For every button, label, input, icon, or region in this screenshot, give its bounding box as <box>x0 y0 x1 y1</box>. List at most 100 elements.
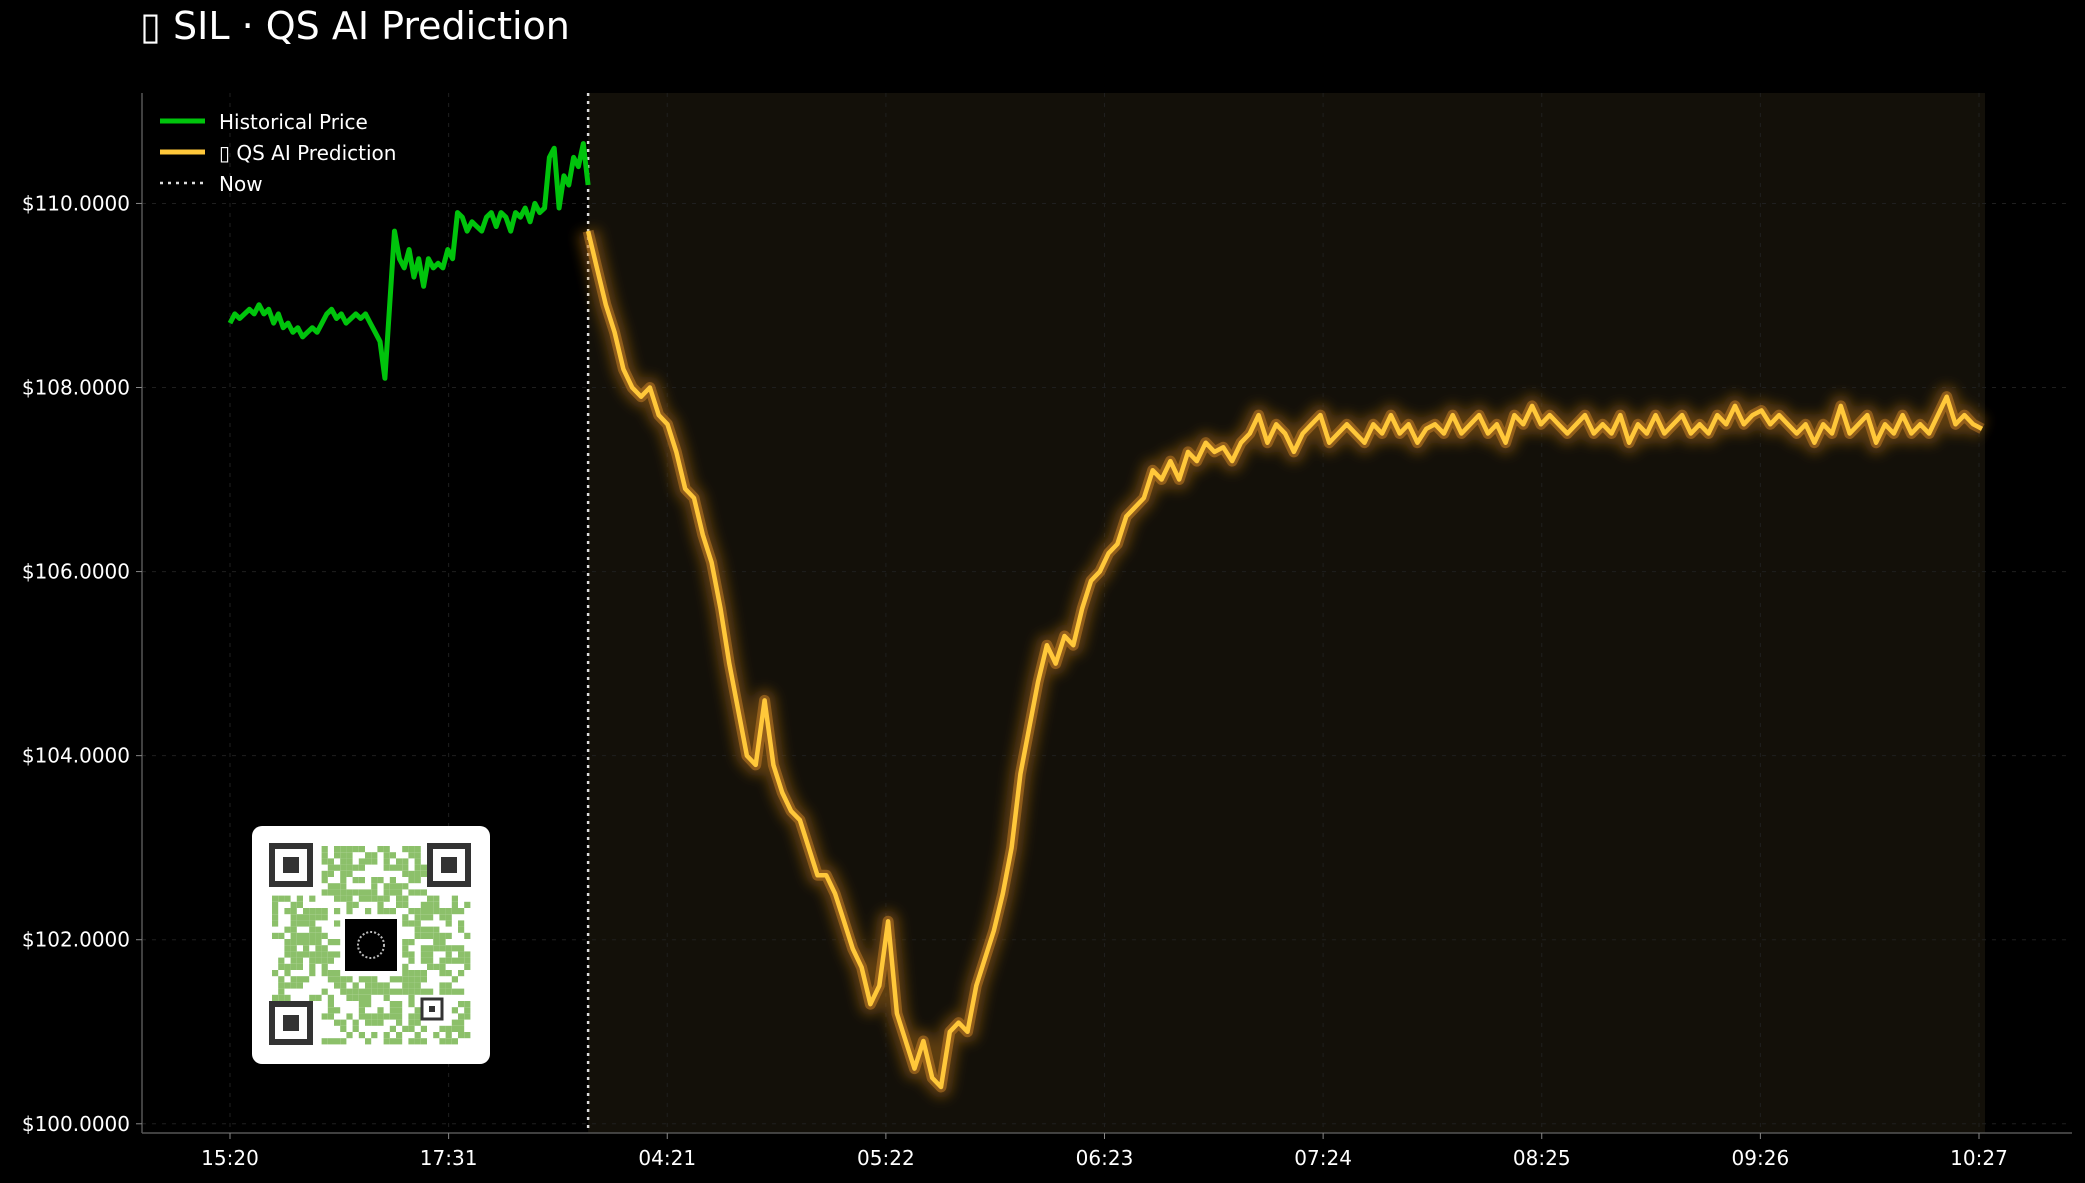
qr-module <box>389 889 396 896</box>
qr-module <box>303 932 310 939</box>
qr-module <box>427 901 434 908</box>
qr-module <box>371 982 378 989</box>
qr-module <box>420 889 427 896</box>
qr-module <box>402 846 409 853</box>
qr-module <box>278 895 285 902</box>
qr-module <box>327 1013 334 1020</box>
qr-module <box>458 945 465 952</box>
qr-module <box>383 895 390 902</box>
qr-module <box>272 920 279 927</box>
qr-module <box>408 939 415 946</box>
qr-module <box>284 951 291 958</box>
qr-module <box>408 920 415 927</box>
qr-module <box>408 870 415 877</box>
qr-module <box>334 908 341 915</box>
qr-module <box>445 932 452 939</box>
qr-module <box>321 877 328 884</box>
qr-module <box>402 970 409 977</box>
qr-module <box>321 852 328 859</box>
qr-module <box>290 926 297 933</box>
qr-module <box>383 982 390 989</box>
qr-module <box>402 864 409 871</box>
qr-module <box>458 926 465 933</box>
qr-module <box>420 951 427 958</box>
qr-module <box>377 846 384 853</box>
qr-module <box>334 852 341 859</box>
qr-module <box>309 963 316 970</box>
qr-module <box>346 994 353 1001</box>
qr-module <box>340 988 347 995</box>
qr-module <box>365 895 372 902</box>
qr-module <box>290 951 297 958</box>
qr-module <box>365 889 372 896</box>
qr-module <box>278 994 285 1001</box>
qr-module <box>396 895 403 902</box>
qr-module <box>451 901 458 908</box>
qr-module <box>309 951 316 958</box>
qr-module <box>327 994 334 1001</box>
qr-module <box>445 1025 452 1032</box>
legend-prediction-label: ▯ QS AI Prediction <box>219 141 396 165</box>
qr-module <box>278 932 285 939</box>
qr-module <box>433 945 440 952</box>
qr-module <box>420 970 427 977</box>
qr-module <box>389 877 396 884</box>
qr-module <box>340 1025 347 1032</box>
qr-module <box>352 889 359 896</box>
x-tick-label: 10:27 <box>1950 1146 2008 1170</box>
qr-module <box>371 988 378 995</box>
qr-module <box>309 932 316 939</box>
qr-module <box>389 1007 396 1014</box>
qr-module <box>272 932 279 939</box>
qr-module <box>358 858 365 865</box>
qr-module <box>389 908 396 915</box>
qr-module <box>334 982 341 989</box>
qr-module <box>433 901 440 908</box>
qr-module <box>414 970 421 977</box>
qr-module <box>365 988 372 995</box>
x-tick-label: 15:20 <box>201 1146 259 1170</box>
qr-module <box>303 920 310 927</box>
qr-module <box>396 1038 403 1045</box>
qr-module <box>420 932 427 939</box>
qr-module <box>451 988 458 995</box>
qr-module <box>458 1013 465 1020</box>
qr-module <box>321 858 328 865</box>
x-tick-label: 07:24 <box>1294 1146 1352 1170</box>
qr-module <box>377 988 384 995</box>
qr-module <box>383 908 390 915</box>
qr-module <box>296 951 303 958</box>
qr-module <box>290 939 297 946</box>
qr-module <box>340 895 347 902</box>
qr-module <box>420 976 427 983</box>
qr-module <box>433 932 440 939</box>
qr-module <box>464 901 471 908</box>
qr-module <box>371 858 378 865</box>
qr-module <box>315 926 322 933</box>
qr-module <box>346 858 353 865</box>
qr-module <box>396 901 403 908</box>
qr-module <box>346 988 353 995</box>
qr-module <box>352 988 359 995</box>
qr-module <box>439 945 446 952</box>
x-tick-label: 04:21 <box>638 1146 696 1170</box>
qr-module <box>420 914 427 921</box>
qr-module <box>383 889 390 896</box>
qr-module <box>383 846 390 853</box>
qr-finder-bottom-left <box>269 1001 313 1045</box>
x-tick-labels: 15:20 17:31 04:21 05:22 06:23 07:24 08:25 09:26… <box>201 1133 2008 1170</box>
qr-module <box>365 858 372 865</box>
qr-module <box>334 970 341 977</box>
qr-module <box>408 1019 415 1026</box>
qr-module <box>334 920 341 927</box>
qr-code[interactable] <box>252 826 490 1064</box>
qr-module <box>420 1025 427 1032</box>
qr-module <box>451 945 458 952</box>
qr-module <box>402 982 409 989</box>
qr-module <box>464 951 471 958</box>
qr-module <box>365 1001 372 1008</box>
qr-module <box>272 901 279 908</box>
qr-module <box>458 951 465 958</box>
qr-module <box>327 976 334 983</box>
qr-module <box>408 889 415 896</box>
